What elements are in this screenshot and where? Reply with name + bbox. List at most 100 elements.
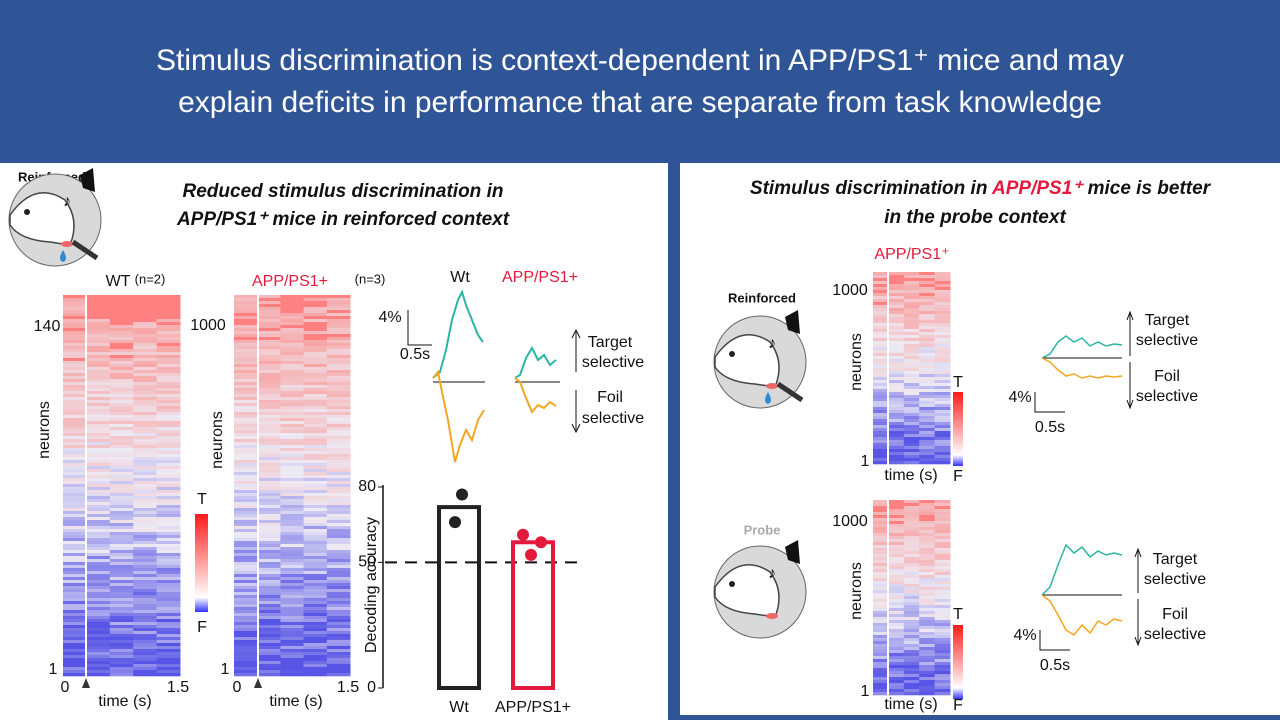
heatmap-cell xyxy=(934,503,951,507)
heatmap-cell xyxy=(873,686,889,690)
heatmap-cell xyxy=(919,638,936,642)
heatmap-cell xyxy=(326,520,351,524)
heatmap-cell xyxy=(156,484,181,488)
heatmap-cell xyxy=(903,674,920,678)
heatmap-cell xyxy=(919,671,936,675)
heatmap-cell xyxy=(873,605,889,609)
heatmap-cell xyxy=(873,524,889,528)
heatmap-cell xyxy=(63,349,87,353)
heatmap-cell xyxy=(934,650,951,654)
heatmap-cell xyxy=(326,556,351,560)
heatmap-cell xyxy=(303,622,328,626)
heatmap-cell xyxy=(109,502,134,506)
heatmap-cell xyxy=(234,367,258,371)
axis-label: neurons xyxy=(848,562,865,620)
heatmap-cell xyxy=(156,472,181,476)
heatmap-cell xyxy=(888,569,905,573)
heatmap-cell xyxy=(919,506,936,510)
heatmap-cell xyxy=(280,298,305,302)
heatmap-cell xyxy=(280,394,305,398)
heatmap-cell xyxy=(86,634,111,638)
heatmap-cell xyxy=(280,484,305,488)
heatmap-cell xyxy=(257,547,281,551)
heatmap-cell xyxy=(303,412,328,416)
heatmap-cell xyxy=(934,314,951,318)
heatmap-cell xyxy=(156,382,181,386)
heatmap-cell xyxy=(234,592,258,596)
heatmap-cell xyxy=(280,517,305,521)
heatmap-cell xyxy=(86,457,111,461)
heatmap-cell xyxy=(280,418,305,422)
heatmap-cell xyxy=(257,505,281,509)
heatmap-cell xyxy=(934,548,951,552)
heatmap-cell xyxy=(257,433,281,437)
heatmap-cell xyxy=(919,542,936,546)
heatmap-cell xyxy=(888,683,905,687)
heatmap-cell xyxy=(63,526,87,530)
heatmap-cell xyxy=(326,433,351,437)
heatmap-cell xyxy=(86,535,111,539)
heatmap-cell xyxy=(109,316,134,320)
heatmap-cell xyxy=(280,493,305,497)
heatmap-cell xyxy=(234,568,258,572)
colorbar-label: F xyxy=(953,697,963,714)
heatmap-cell xyxy=(934,578,951,582)
heatmap-cell xyxy=(303,337,328,341)
heatmap-cell xyxy=(326,397,351,401)
tick: 1 xyxy=(221,661,230,678)
heatmap-cell xyxy=(903,506,920,510)
scale-bar xyxy=(1034,392,1065,413)
heatmap-cell xyxy=(234,514,258,518)
heatmap-cell xyxy=(903,533,920,537)
heatmap-cell xyxy=(257,616,281,620)
heatmap-cell xyxy=(63,379,87,383)
heatmap-cell xyxy=(156,388,181,392)
heatmap-cell xyxy=(156,634,181,638)
trace xyxy=(432,369,485,463)
heatmap-cell xyxy=(257,298,281,302)
heatmap-cell xyxy=(63,589,87,593)
heatmap-cell xyxy=(257,397,281,401)
heatmap-cell xyxy=(888,371,905,375)
heatmap-cell xyxy=(303,451,328,455)
heatmap-cell xyxy=(280,361,305,365)
heatmap-cell xyxy=(109,496,134,500)
heatmap-cell xyxy=(86,655,111,659)
heatmap-cell xyxy=(919,524,936,528)
tick: 1000 xyxy=(832,282,868,299)
heatmap-cell xyxy=(873,443,889,447)
heatmap-cell xyxy=(903,521,920,525)
heatmap-cell xyxy=(156,523,181,527)
heatmap-cell xyxy=(133,403,158,407)
heatmap-cell xyxy=(303,397,328,401)
heatmap-cell xyxy=(234,376,258,380)
heatmap-cell xyxy=(156,463,181,467)
heatmap-cell xyxy=(133,382,158,386)
heatmap-cell xyxy=(280,622,305,626)
heatmap-cell xyxy=(888,539,905,543)
heatmap-cell xyxy=(919,272,936,276)
heatmap-cell xyxy=(109,538,134,542)
heatmap-cell xyxy=(873,632,889,636)
heatmap-cell xyxy=(63,400,87,404)
heatmap-cell xyxy=(888,284,905,288)
heatmap-cell xyxy=(257,487,281,491)
heatmap-cell xyxy=(133,541,158,545)
heatmap-cell xyxy=(109,358,134,362)
heatmap-cell xyxy=(109,334,134,338)
heatmap-cell xyxy=(156,403,181,407)
heatmap-cell xyxy=(63,562,87,566)
heatmap-cell xyxy=(133,448,158,452)
heatmap-cell xyxy=(873,332,889,336)
heatmap-cell xyxy=(63,421,87,425)
heatmap-cell xyxy=(133,574,158,578)
heatmap-cell xyxy=(86,523,111,527)
heatmap-cell xyxy=(156,577,181,581)
heatmap-cell xyxy=(934,449,951,453)
heatmap-cell xyxy=(257,364,281,368)
context-label: Probe xyxy=(744,522,781,537)
heatmap-cell xyxy=(133,607,158,611)
heatmap-cell xyxy=(888,536,905,540)
heatmap-cell xyxy=(303,619,328,623)
heatmap-cell xyxy=(934,611,951,615)
